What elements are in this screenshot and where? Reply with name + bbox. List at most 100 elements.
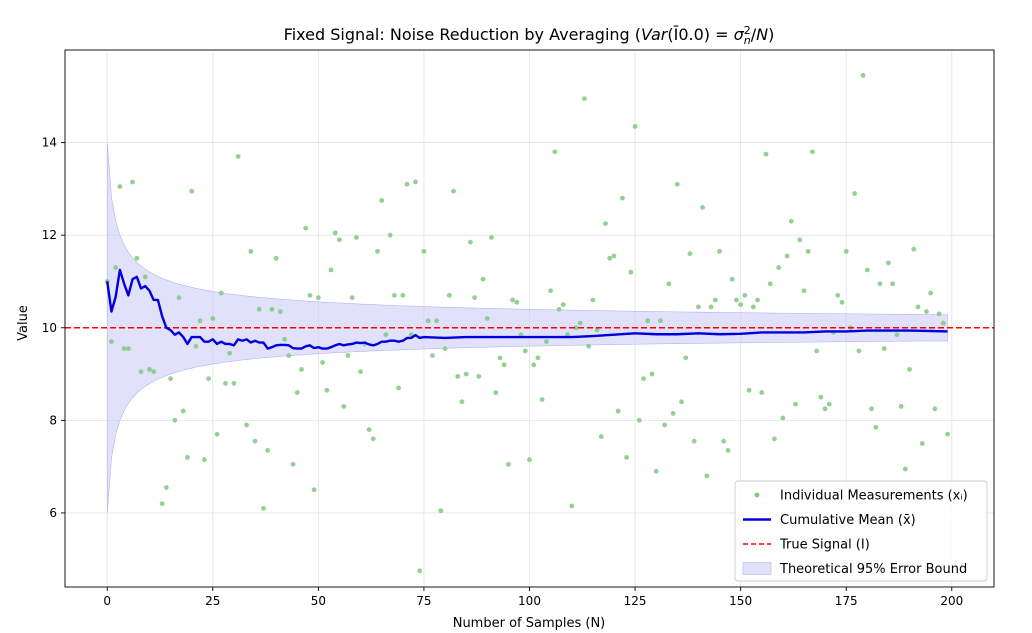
- measurement-point: [438, 508, 444, 514]
- measurement-point: [375, 248, 380, 254]
- chart-title-sigma-exp: 2: [744, 24, 751, 37]
- measurement-point: [788, 218, 794, 224]
- measurement-point: [822, 406, 828, 412]
- measurement-point: [294, 390, 300, 395]
- measurement-point: [924, 309, 929, 314]
- measurement-point: [252, 438, 258, 444]
- measurement-point: [497, 355, 503, 361]
- measurement-point: [396, 385, 401, 391]
- measurement-point: [890, 281, 896, 287]
- measurement-point: [117, 184, 123, 189]
- measurement-point: [835, 292, 841, 298]
- x-tick-label: 200: [940, 594, 963, 608]
- measurement-point: [206, 376, 211, 382]
- measurement-point: [185, 454, 190, 460]
- measurement-point: [598, 434, 604, 439]
- measurement-point: [366, 427, 372, 433]
- measurement-point: [269, 306, 275, 312]
- x-tick-label: 25: [205, 594, 220, 608]
- measurement-point: [451, 188, 456, 194]
- measurement-point: [172, 417, 178, 423]
- x-tick-label: 0: [103, 594, 111, 608]
- measurement-point: [142, 274, 148, 280]
- measurement-point: [911, 246, 917, 252]
- measurement-point: [645, 318, 651, 324]
- measurement-point: [936, 311, 942, 317]
- measurement-point: [928, 290, 934, 296]
- measurement-point: [717, 248, 722, 254]
- legend-label: Cumulative Mean (x̄): [780, 513, 916, 528]
- measurement-point: [750, 304, 756, 310]
- measurement-point: [510, 297, 516, 303]
- measurement-point: [421, 248, 427, 254]
- measurement-point: [653, 468, 659, 474]
- measurement-point: [628, 269, 634, 275]
- measurement-point: [767, 281, 773, 287]
- measurement-point: [320, 360, 325, 365]
- measurement-point: [704, 473, 710, 479]
- legend-label: True Signal (I): [779, 538, 870, 553]
- measurement-point: [746, 387, 752, 393]
- measurement-point: [666, 281, 672, 287]
- measurement-point: [615, 408, 621, 414]
- measurement-point: [776, 265, 782, 270]
- measurement-point: [543, 339, 549, 345]
- measurement-point: [383, 332, 389, 338]
- measurement-point: [387, 232, 393, 238]
- measurement-point: [332, 230, 338, 236]
- x-tick-label: 150: [729, 594, 752, 608]
- measurement-point: [282, 336, 287, 342]
- measurement-point: [501, 362, 507, 368]
- measurement-point: [328, 267, 334, 273]
- measurement-point: [476, 373, 482, 379]
- chart-title: Fixed Signal: Noise Reduction by Averagi…: [284, 24, 775, 47]
- measurement-point: [810, 149, 815, 155]
- measurement-point: [189, 188, 195, 194]
- measurement-point: [700, 204, 706, 210]
- measurement-point: [763, 151, 769, 157]
- measurement-point: [324, 387, 330, 393]
- measurement-point: [687, 251, 693, 257]
- measurement-point: [658, 318, 663, 324]
- measurement-point: [607, 255, 613, 261]
- legend: Individual Measurements (xᵢ) Cumulative M…: [734, 480, 988, 582]
- measurement-point: [843, 248, 849, 254]
- measurement-point: [784, 253, 790, 259]
- x-tick-label: 50: [311, 594, 326, 608]
- measurement-point: [826, 401, 832, 407]
- chart-title-text: Fixed Signal: Noise Reduction by Averagi…: [284, 25, 641, 44]
- measurement-point: [569, 503, 575, 509]
- measurement-point: [915, 304, 921, 310]
- measurement-point: [256, 306, 262, 312]
- measurement-point: [674, 181, 680, 187]
- measurement-point: [556, 306, 562, 312]
- measurement-point: [109, 339, 114, 345]
- measurement-point: [244, 422, 249, 428]
- measurement-point: [201, 457, 207, 463]
- measurement-point: [130, 179, 135, 185]
- measurement-point: [708, 304, 714, 310]
- measurement-point: [535, 355, 541, 361]
- measurement-point: [168, 376, 173, 382]
- measurement-point: [721, 438, 727, 444]
- measurement-point: [729, 276, 735, 282]
- measurement-point: [945, 431, 950, 437]
- measurement-point: [712, 297, 718, 303]
- measurement-point: [311, 487, 317, 493]
- legend-marker-bound: [742, 562, 772, 575]
- measurement-point: [793, 401, 798, 407]
- chart-title-sigma-sub: n: [744, 34, 751, 47]
- measurement-point: [839, 299, 845, 305]
- measurement-point: [742, 292, 748, 298]
- measurement-point: [210, 316, 216, 321]
- measurement-point: [852, 191, 858, 196]
- measurement-point: [738, 302, 744, 308]
- measurement-point: [679, 399, 684, 405]
- measurement-point: [349, 295, 355, 301]
- measurement-point: [193, 343, 199, 349]
- measurement-point: [560, 302, 566, 308]
- measurement-point: [455, 373, 461, 379]
- measurement-point: [223, 380, 228, 386]
- measurement-point: [919, 441, 925, 446]
- legend-label: Individual Measurements (xᵢ): [780, 489, 968, 504]
